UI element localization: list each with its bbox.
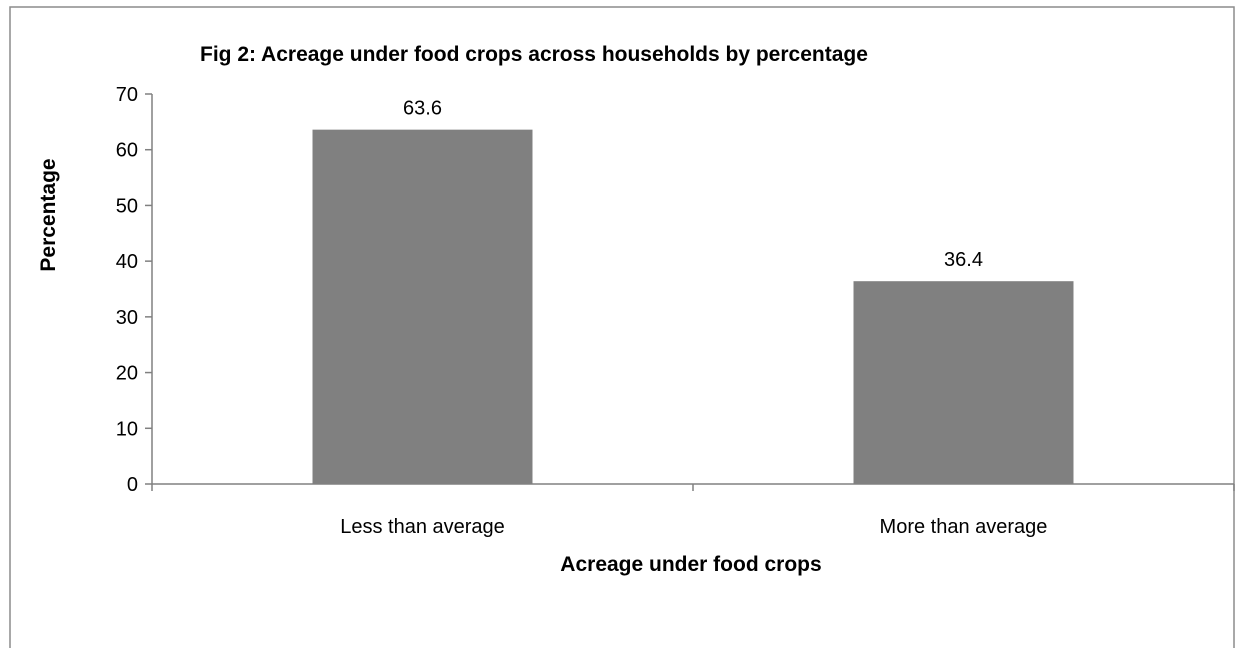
y-tick-label: 40 — [116, 251, 138, 273]
y-tick-label: 10 — [116, 418, 138, 440]
chart-title: Fig 2: Acreage under food crops across h… — [200, 43, 868, 66]
bar — [853, 281, 1074, 484]
x-category-label: More than average — [880, 516, 1048, 538]
y-tick-label: 60 — [116, 140, 138, 162]
y-tick-label: 70 — [116, 84, 138, 106]
x-axis-label: Acreage under food crops — [560, 553, 821, 576]
data-label: 36.4 — [944, 249, 983, 271]
plot-area: 0 10 20 30 40 50 60 70 63.6 Less than average 36.4… — [116, 84, 1235, 538]
y-axis-label: Percentage — [37, 158, 60, 271]
y-tick-label: 30 — [116, 307, 138, 329]
x-category-label: Less than average — [340, 516, 505, 538]
y-tick-label: 50 — [116, 195, 138, 217]
y-tick-label: 0 — [127, 474, 138, 496]
data-label: 63.6 — [403, 98, 442, 120]
y-tick-label: 20 — [116, 363, 138, 385]
bar — [312, 129, 533, 484]
